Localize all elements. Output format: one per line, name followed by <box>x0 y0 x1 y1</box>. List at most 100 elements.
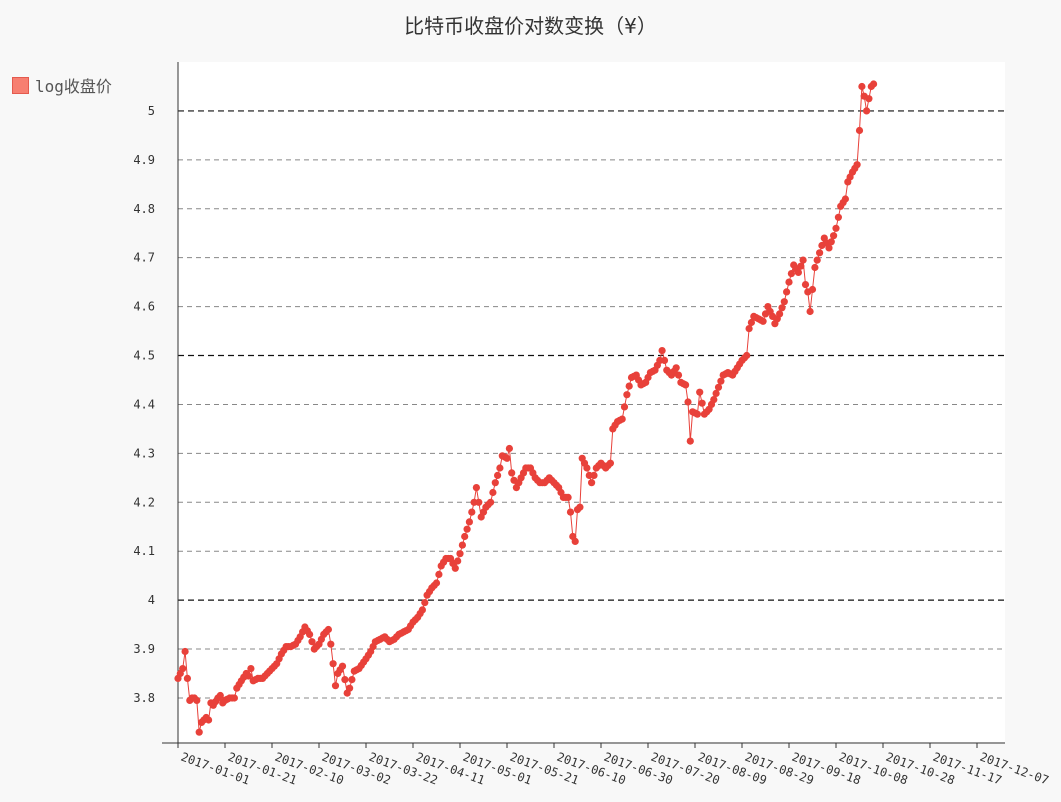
data-point[interactable] <box>571 537 579 546</box>
data-point[interactable] <box>865 95 873 103</box>
data-point[interactable] <box>564 493 572 501</box>
data-point[interactable] <box>827 238 835 246</box>
data-point[interactable] <box>623 391 631 399</box>
data-point[interactable] <box>832 224 840 232</box>
data-point[interactable] <box>576 503 584 511</box>
data-point[interactable] <box>496 464 504 472</box>
data-point[interactable] <box>625 382 633 390</box>
data-point[interactable] <box>461 532 469 541</box>
data-point[interactable] <box>244 672 253 680</box>
data-point[interactable] <box>329 660 337 668</box>
data-point[interactable] <box>745 325 753 333</box>
data-point[interactable] <box>489 488 497 497</box>
data-point[interactable] <box>505 444 513 453</box>
data-point[interactable] <box>717 377 725 385</box>
data-point[interactable] <box>806 307 814 316</box>
data-point[interactable] <box>216 691 224 700</box>
data-point[interactable] <box>308 638 316 646</box>
data-point[interactable] <box>195 728 203 736</box>
data-point[interactable] <box>487 498 495 506</box>
data-point[interactable] <box>508 469 516 477</box>
data-point[interactable] <box>710 396 718 404</box>
data-point[interactable] <box>205 716 213 724</box>
legend[interactable]: log收盘价 <box>12 73 112 97</box>
data-point[interactable] <box>799 256 807 264</box>
data-point[interactable] <box>432 579 441 587</box>
data-point[interactable] <box>475 498 483 506</box>
data-point[interactable] <box>421 599 429 607</box>
data-point[interactable] <box>620 403 629 411</box>
data-point[interactable] <box>863 107 871 115</box>
data-point[interactable] <box>672 364 680 372</box>
data-point[interactable] <box>503 454 511 462</box>
data-point[interactable] <box>660 356 669 364</box>
data-point[interactable] <box>797 262 805 270</box>
data-point[interactable] <box>618 415 626 423</box>
data-point[interactable] <box>181 647 189 656</box>
data-point[interactable] <box>813 256 821 264</box>
data-point[interactable] <box>247 665 255 673</box>
data-point[interactable] <box>682 381 690 389</box>
data-point[interactable] <box>606 459 615 467</box>
data-point[interactable] <box>435 570 443 579</box>
data-point[interactable] <box>794 268 803 276</box>
data-point[interactable] <box>858 82 866 91</box>
data-point[interactable] <box>588 479 596 487</box>
data-point[interactable] <box>712 389 720 397</box>
data-point[interactable] <box>491 479 499 487</box>
data-point[interactable] <box>783 288 791 296</box>
data-point[interactable] <box>465 518 473 526</box>
data-point[interactable] <box>830 232 838 240</box>
data-point[interactable] <box>451 564 459 572</box>
data-point[interactable] <box>696 388 704 396</box>
data-point[interactable] <box>855 126 864 135</box>
data-point[interactable] <box>776 310 784 318</box>
data-point[interactable] <box>348 676 356 684</box>
data-point[interactable] <box>674 371 683 379</box>
data-point[interactable] <box>698 399 706 407</box>
data-point[interactable] <box>306 630 314 639</box>
data-point[interactable] <box>778 304 786 312</box>
data-point[interactable] <box>808 285 817 294</box>
data-point[interactable] <box>230 694 238 702</box>
data-point[interactable] <box>338 662 347 670</box>
data-point[interactable] <box>841 195 850 203</box>
data-point[interactable] <box>463 525 471 533</box>
data-point[interactable] <box>583 464 591 472</box>
data-point[interactable] <box>183 674 191 683</box>
data-point[interactable] <box>787 270 796 278</box>
data-point[interactable] <box>811 263 819 272</box>
data-point[interactable] <box>816 249 824 257</box>
data-point[interactable] <box>825 244 833 252</box>
data-point[interactable] <box>324 625 332 634</box>
data-point[interactable] <box>179 665 187 673</box>
data-point[interactable] <box>458 541 466 549</box>
data-point[interactable] <box>714 383 723 391</box>
data-point[interactable] <box>472 484 480 492</box>
data-point[interactable] <box>853 161 861 169</box>
data-point[interactable] <box>658 347 666 355</box>
data-point[interactable] <box>834 213 843 221</box>
data-point[interactable] <box>331 682 340 690</box>
data-point[interactable] <box>566 508 575 516</box>
data-point[interactable] <box>418 606 426 614</box>
data-point[interactable] <box>454 557 462 565</box>
data-point[interactable] <box>870 80 878 88</box>
data-point[interactable] <box>759 317 767 325</box>
data-point[interactable] <box>747 318 756 327</box>
data-point[interactable] <box>684 398 692 406</box>
data-point[interactable] <box>346 684 354 692</box>
data-point[interactable] <box>801 281 810 289</box>
data-point[interactable] <box>468 508 476 516</box>
data-point[interactable] <box>494 471 502 479</box>
data-point[interactable] <box>341 676 349 684</box>
data-point[interactable] <box>693 410 702 418</box>
data-point[interactable] <box>327 640 335 648</box>
data-point[interactable] <box>743 351 751 360</box>
data-point[interactable] <box>193 696 201 705</box>
data-point[interactable] <box>780 298 788 306</box>
data-point[interactable] <box>456 550 464 558</box>
data-point[interactable] <box>686 437 694 445</box>
data-point[interactable] <box>785 278 793 286</box>
data-point[interactable] <box>590 471 598 479</box>
